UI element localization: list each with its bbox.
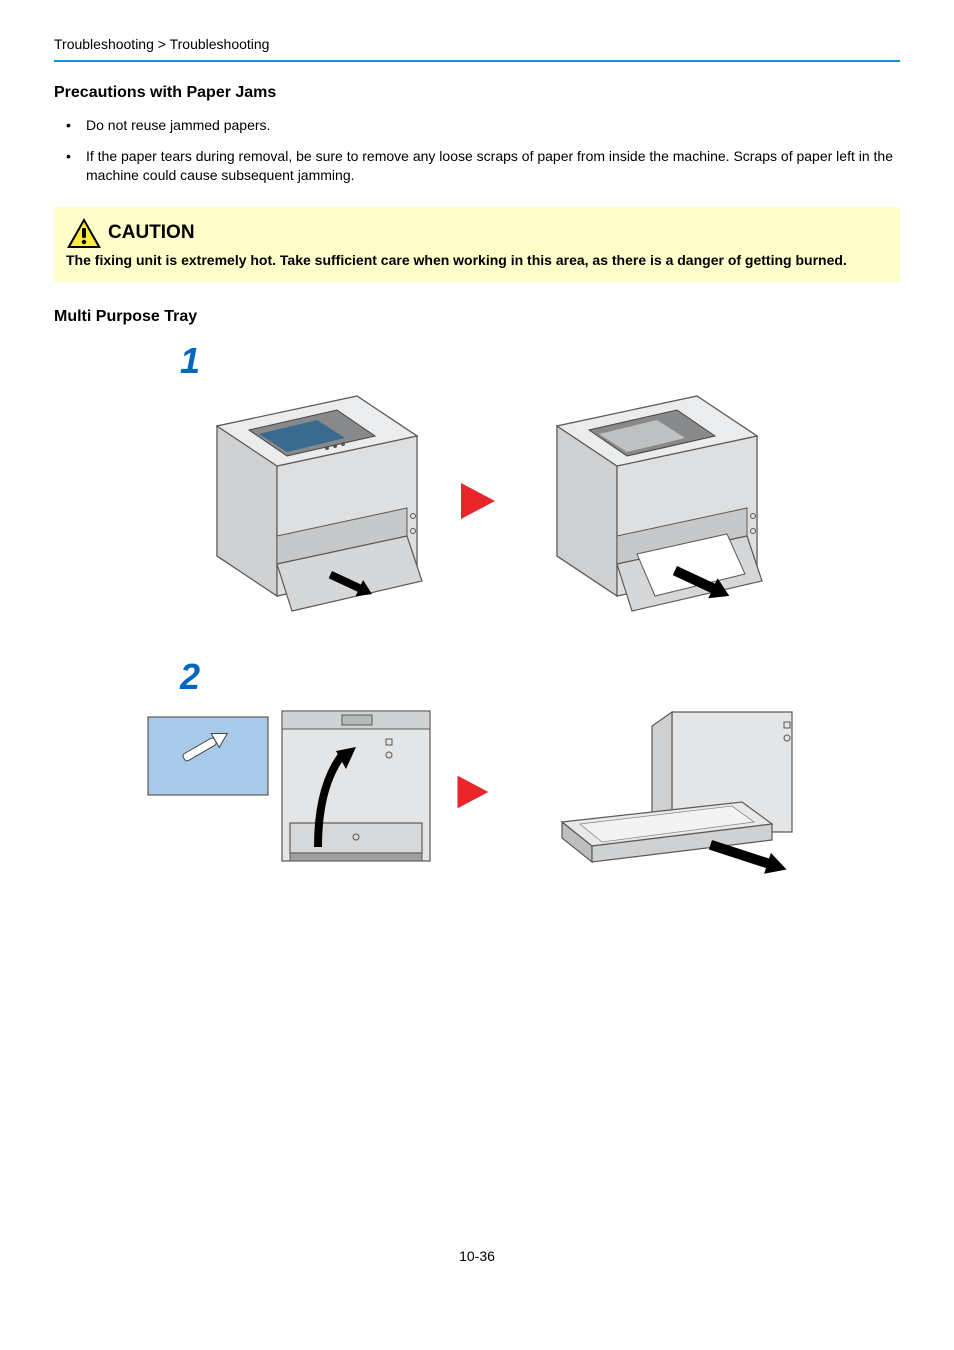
caution-text: The fixing unit is extremely hot. Take s… — [66, 251, 888, 270]
step-number-2: 2 — [180, 656, 900, 698]
illustration-step-1 — [54, 386, 900, 616]
heading-multi-purpose: Multi Purpose Tray — [54, 308, 900, 326]
printer-illustration — [177, 386, 437, 616]
precaution-list: Do not reuse jammed papers. If the paper… — [54, 116, 900, 185]
printer-front-illustration — [142, 707, 442, 877]
list-item: If the paper tears during removal, be su… — [66, 147, 900, 185]
printer-illustration — [517, 386, 777, 616]
illustration-step-2 — [54, 702, 900, 882]
step-number-1: 1 — [180, 340, 900, 382]
caution-icon — [66, 217, 102, 249]
page-number: 10-36 — [0, 1248, 954, 1264]
printer-cassette-illustration — [502, 702, 812, 882]
breadcrumb: Troubleshooting > Troubleshooting — [54, 36, 900, 62]
caution-callout: CAUTION The fixing unit is extremely hot… — [54, 207, 900, 282]
heading-precautions: Precautions with Paper Jams — [54, 84, 900, 102]
arrow-right-icon — [455, 479, 499, 523]
arrow-right-icon — [452, 772, 492, 812]
list-item: Do not reuse jammed papers. — [66, 116, 900, 135]
caution-title: CAUTION — [108, 222, 195, 244]
